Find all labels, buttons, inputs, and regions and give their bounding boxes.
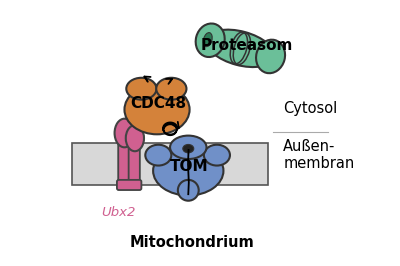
Text: TOM: TOM <box>170 159 209 174</box>
Ellipse shape <box>183 144 194 153</box>
Ellipse shape <box>196 23 225 57</box>
Ellipse shape <box>170 136 206 159</box>
Text: Proteasom: Proteasom <box>201 38 293 53</box>
Ellipse shape <box>256 40 285 73</box>
Ellipse shape <box>153 146 224 196</box>
Text: Cytosol: Cytosol <box>283 101 338 116</box>
Ellipse shape <box>156 78 186 100</box>
Text: CDC48: CDC48 <box>130 95 186 111</box>
Text: Mitochondrium: Mitochondrium <box>130 235 254 250</box>
FancyBboxPatch shape <box>129 142 140 188</box>
FancyBboxPatch shape <box>118 137 130 188</box>
Ellipse shape <box>204 145 230 165</box>
Ellipse shape <box>145 145 171 165</box>
Ellipse shape <box>203 33 212 47</box>
Bar <box>72 143 268 185</box>
Ellipse shape <box>126 78 156 100</box>
Text: Ubx2: Ubx2 <box>101 206 135 219</box>
Ellipse shape <box>114 119 134 147</box>
Ellipse shape <box>206 30 275 67</box>
Ellipse shape <box>124 85 190 134</box>
Text: Außen-
membran: Außen- membran <box>283 139 354 171</box>
Ellipse shape <box>178 180 199 201</box>
Ellipse shape <box>126 125 144 151</box>
FancyBboxPatch shape <box>117 180 142 190</box>
